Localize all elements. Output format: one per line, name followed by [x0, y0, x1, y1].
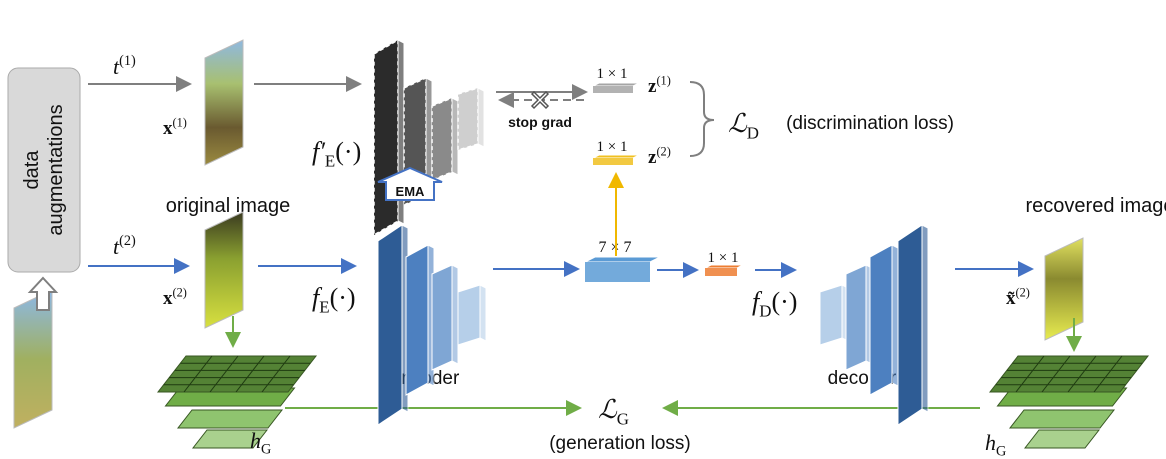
- generation-label: (generation loss): [549, 433, 691, 454]
- t1-sup: (1): [119, 53, 136, 69]
- layer: [432, 265, 452, 370]
- x-rec: x̃(2): [1006, 285, 1030, 309]
- loss-d-base: ℒ: [728, 109, 748, 138]
- recovered-caption: recovered image: [1026, 195, 1166, 217]
- f-momentum-arg: (·): [335, 137, 361, 166]
- h1-base: h: [250, 428, 261, 453]
- x1-base: x: [163, 118, 173, 139]
- feature-layer: [178, 410, 282, 428]
- t2-sup: (2): [119, 233, 136, 249]
- feature-top: [593, 155, 639, 158]
- layer-edge: [480, 285, 486, 341]
- image: [1045, 238, 1083, 340]
- loss-g-base: ℒ: [598, 395, 618, 424]
- stop-cross: [532, 92, 548, 108]
- bracket: [690, 82, 714, 156]
- x1-sup: (1): [173, 115, 187, 129]
- layer-edge: [892, 245, 898, 386]
- feature-layer: [1010, 410, 1114, 428]
- feature-top: [593, 83, 639, 86]
- feature: [593, 86, 633, 93]
- feature-layer: [158, 356, 316, 392]
- augmentation-box: [8, 68, 80, 272]
- layer: [820, 285, 842, 345]
- layer: [846, 265, 866, 370]
- stop-grad-label: stop grad: [508, 114, 572, 130]
- projection-size: 1 × 1: [597, 66, 628, 82]
- loss-g-sub: G: [617, 410, 629, 429]
- feature: [585, 262, 650, 282]
- f-decoder-sub: D: [759, 302, 771, 321]
- f-momentum-base: f′: [312, 137, 325, 166]
- layer: [458, 88, 478, 150]
- f-encoder-sub: E: [319, 298, 329, 317]
- ema-label: EMA: [396, 184, 426, 199]
- t1: t(1): [113, 53, 136, 79]
- discrimination-label: (discrimination loss): [786, 113, 954, 134]
- loss-d-sub: D: [747, 124, 759, 143]
- image: [205, 40, 243, 165]
- z1-sup: (1): [656, 73, 670, 87]
- f-decoder-arg: (·): [771, 287, 797, 316]
- feature-top: [585, 257, 660, 262]
- latent-size: 1 × 1: [708, 250, 739, 266]
- layer-edge: [478, 88, 484, 147]
- t2: t(2): [113, 233, 136, 259]
- z2: z(2): [648, 144, 671, 168]
- f-momentum-sub: E: [325, 152, 335, 171]
- layer: [378, 225, 402, 425]
- feature-layer: [1025, 430, 1099, 448]
- h2-base: h: [985, 430, 996, 455]
- f-encoder-arg: (·): [330, 283, 356, 312]
- f-encoder: fE(·): [312, 283, 356, 317]
- feature-top: [705, 265, 743, 268]
- feature: [705, 268, 737, 276]
- feature: [593, 158, 633, 165]
- layer: [458, 285, 480, 345]
- layer: [374, 40, 398, 235]
- h1: hG: [250, 428, 271, 458]
- projection-size: 1 × 1: [597, 139, 628, 155]
- h1-sub: G: [261, 442, 271, 458]
- layer: [870, 245, 892, 395]
- original-caption: original image: [166, 195, 291, 217]
- x-rec-sup: (2): [1016, 285, 1030, 299]
- x2: x(2): [163, 285, 187, 309]
- f-momentum: f′E(·): [312, 137, 361, 171]
- z2-sup: (2): [656, 144, 670, 158]
- layer: [432, 98, 452, 180]
- f-decoder: fD(·): [752, 287, 797, 321]
- x1: x(1): [163, 115, 187, 139]
- z1: z(1): [648, 73, 671, 97]
- layer-edge: [452, 98, 458, 175]
- h2-sub: G: [996, 444, 1006, 459]
- layer-edge: [452, 265, 458, 364]
- loss-d: ℒD: [728, 109, 759, 143]
- x2-sup: (2): [173, 285, 187, 299]
- loss-g: ℒG: [598, 395, 629, 429]
- x2-base: x: [163, 288, 173, 309]
- h2: hG: [985, 430, 1006, 459]
- image: [205, 212, 243, 328]
- feature-layer: [990, 356, 1148, 392]
- diagram: dataaugmentations original image recover…: [0, 0, 1166, 459]
- layer: [898, 225, 922, 425]
- layer: [406, 245, 428, 395]
- x-rec-base: x̃: [1006, 288, 1016, 309]
- layer-edge: [922, 225, 928, 412]
